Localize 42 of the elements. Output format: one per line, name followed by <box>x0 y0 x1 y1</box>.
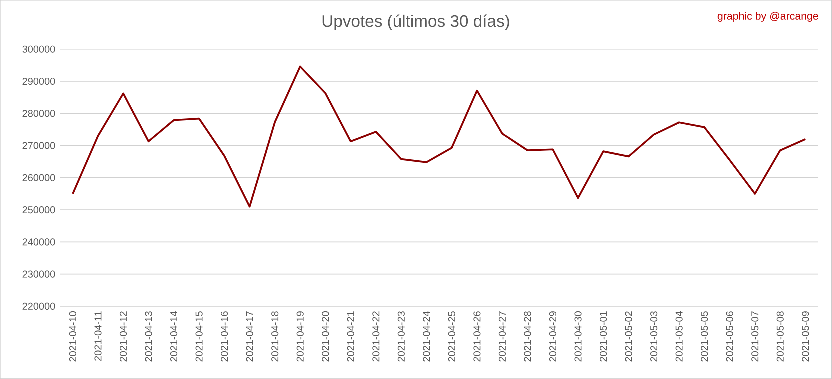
chart-title: Upvotes (últimos 30 días) <box>322 14 510 30</box>
x-tick-label: 2021-05-03 <box>650 311 658 362</box>
x-tick-label: 2021-05-04 <box>676 311 683 362</box>
x-tick-label: 2021-05-07 <box>752 311 759 362</box>
x-tick-label: 2021-04-14 <box>170 311 178 362</box>
y-tick-label: 300000 <box>22 46 56 53</box>
y-tick-label: 280000 <box>22 110 56 117</box>
y-tick-label: 230000 <box>22 270 56 278</box>
x-tick-label: 2021-04-29 <box>549 311 557 362</box>
x-tick-label: 2021-04-13 <box>145 311 152 362</box>
y-tick-label: 290000 <box>22 78 56 85</box>
x-tick-label: 2021-05-08 <box>776 311 784 362</box>
y-tick-label: 220000 <box>22 302 56 310</box>
x-tick-label: 2021-04-20 <box>322 311 330 362</box>
x-tick-label: 2021-04-16 <box>221 311 228 362</box>
text: graphic by @arcange <box>718 12 818 22</box>
x-tick-label: 2021-05-09 <box>802 311 810 362</box>
x-tick-label: 2021-05-05 <box>701 311 708 362</box>
y-tick-label: 250000 <box>22 206 56 214</box>
x-tick-label: 2021-04-15 <box>196 311 203 362</box>
x-tick-label: 2021-04-28 <box>524 311 532 362</box>
y-tick-label: 270000 <box>22 142 56 150</box>
x-tick-label: 2021-04-12 <box>120 311 128 362</box>
x-tick-label: 2021-04-27 <box>498 311 506 362</box>
x-tick-label: 2021-04-24 <box>423 311 430 362</box>
y-tick-label: 240000 <box>22 238 56 246</box>
x-tick-label: 2021-04-10 <box>69 311 77 362</box>
x-tick-label: 2021-04-25 <box>448 311 456 362</box>
x-tick-label: 2021-04-23 <box>398 311 405 362</box>
x-tick-label: 2021-04-19 <box>296 311 304 362</box>
y-tick-label: 260000 <box>22 174 56 182</box>
x-tick-label: 2021-05-06 <box>726 311 734 362</box>
x-tick-label: 2021-05-02 <box>625 311 632 362</box>
line-series <box>72 66 807 208</box>
x-tick-label: 2021-05-01 <box>600 311 608 362</box>
x-tick-label: 2021-04-18 <box>272 311 279 362</box>
x-tick-label: 2021-04-30 <box>574 311 582 362</box>
x-tick-label: 2021-04-11 <box>94 311 102 361</box>
x-tick-label: 2021-04-22 <box>372 311 380 362</box>
x-tick-label: 2021-04-26 <box>474 311 481 362</box>
x-tick-label: 2021-04-17 <box>246 311 254 362</box>
x-tick-label: 2021-04-21 <box>347 311 354 362</box>
